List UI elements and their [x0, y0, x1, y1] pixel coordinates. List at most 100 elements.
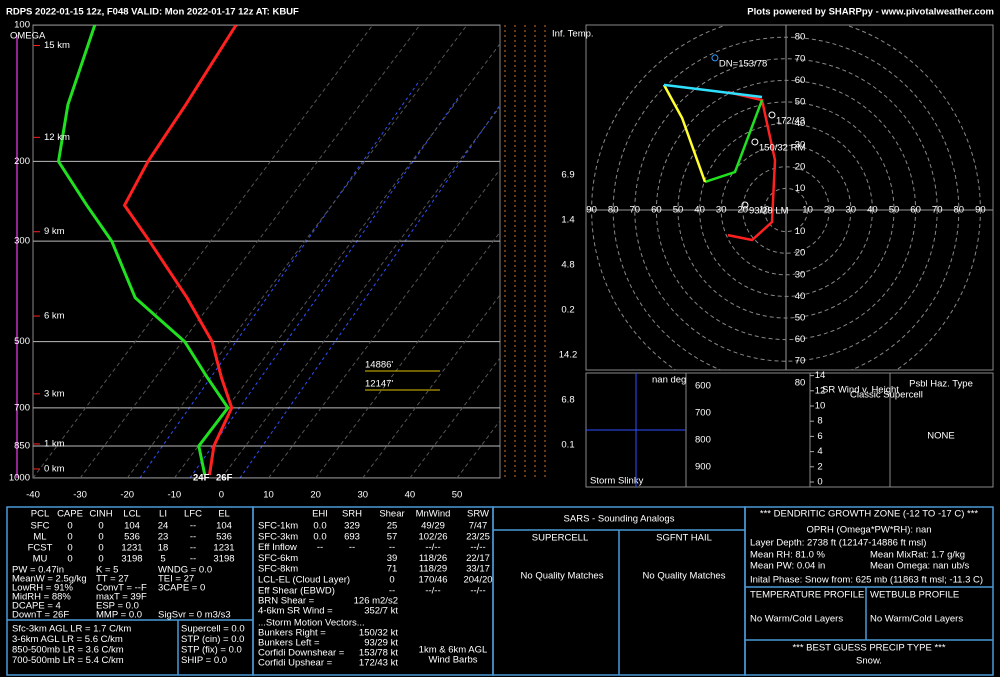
x-tick-label: 40 [405, 490, 416, 501]
index: WNDG = 0.0 [158, 565, 212, 576]
composite: STP (cin) = 0.0 [181, 634, 244, 645]
dgz-label: 14886' [365, 359, 393, 370]
hodo-ring-label: 30 [795, 140, 806, 151]
inf-value: 14.2 [559, 350, 578, 361]
motion-value: 153/78 kt [359, 648, 398, 659]
hodo-ring-label: 80 [608, 205, 619, 216]
inf-value: 4.8 [561, 260, 574, 271]
kin-cell: --/-- [470, 542, 485, 553]
kin-header: MnWind [416, 509, 451, 520]
inferred-lines [504, 25, 546, 478]
thermo-cell: 0 [67, 521, 72, 532]
isotherm [315, 231, 500, 478]
height-label: 9 km [44, 226, 65, 237]
hodo-ring [720, 144, 852, 276]
kin-header: EHI [312, 509, 328, 520]
srwind-tick-label: 14 [815, 370, 826, 381]
slinky-direction: nan deg [652, 375, 686, 386]
barbs-label: Wind Barbs [428, 655, 477, 666]
kin-cell: 71 [387, 564, 398, 575]
thermo-cell: 1231 [213, 543, 234, 554]
isotherm [79, 25, 421, 478]
thermo-cell: 3198 [121, 554, 142, 565]
index: DownT = 26F [12, 610, 69, 621]
x-tick-label: -10 [167, 490, 181, 501]
kin-cell: 0.0 [313, 521, 326, 532]
index: LowRH = 91% [12, 583, 74, 594]
thermo-cell: -- [190, 543, 196, 554]
index: MMP = 0.0 [96, 610, 142, 621]
kin-cell: --/-- [470, 585, 485, 596]
srwind-tick-label: 8 [817, 416, 822, 427]
thermo-cell: 0 [98, 554, 103, 565]
hodo-ring-label: 70 [795, 53, 806, 64]
srwind-tick-label: 12 [815, 385, 826, 396]
w-rh: Mean RH: 81.0 % [750, 550, 826, 561]
w-depth: Layer Depth: 2738 ft (12147-14886 ft msl… [750, 538, 926, 549]
sars-hail-result: No Quality Matches [643, 571, 726, 582]
hodo-ring [763, 187, 809, 233]
surface-temperature: 26F [216, 473, 233, 484]
x-tick-label: -20 [120, 490, 134, 501]
hodo-ring-label: 10 [759, 205, 770, 216]
srwind-tick-label: 6 [817, 431, 822, 442]
thermo-cell: -- [190, 554, 196, 565]
kin-cell: -- [317, 542, 323, 553]
sigsvr: SigSvr = 0 m3/s3 [158, 610, 231, 621]
x-tick-label: 20 [310, 490, 321, 501]
w-wetbulb_result: No Warm/Cold Layers [870, 614, 963, 625]
kin-cell: 0.0 [313, 531, 326, 542]
index: ConvT = --F [96, 583, 147, 594]
thermo-cell: 536 [216, 532, 232, 543]
slinky-title: Storm Slinky [590, 476, 644, 487]
kin-extra-value: 352/7 kt [364, 606, 398, 617]
y-tick-label: 700 [14, 402, 30, 413]
thermo-cell: 0 [98, 521, 103, 532]
inf-value: 0.2 [561, 305, 574, 316]
index: ESP = 0.0 [96, 601, 139, 612]
x-tick-label: -40 [26, 490, 40, 501]
skewt-plot [33, 25, 500, 478]
srwind-tick-label: 2 [817, 461, 822, 472]
hodo-ring-label: 80 [795, 32, 806, 43]
thermo-cell: 0 [98, 543, 103, 554]
y-tick-label: 850 [14, 441, 30, 452]
hodo-frame [585, 24, 994, 371]
thermo-cell: 0 [98, 532, 103, 543]
index: 3CAPE = 0 [158, 583, 205, 594]
isotherm [409, 357, 500, 478]
sars-title: SARS - Sounding Analogs [564, 514, 675, 525]
motion-value: 150/32 kt [359, 628, 398, 639]
hodo-ring-label: 50 [795, 313, 806, 324]
hazard-title: Psbl Haz. Type [909, 379, 973, 390]
hodo-ring-label: 60 [651, 205, 662, 216]
kin-cell: --/-- [425, 542, 440, 553]
kin-cell: 102/26 [418, 531, 447, 542]
y-tick-label: 1000 [9, 473, 30, 484]
kin-cell: -- [389, 585, 395, 596]
srwind-tick-label: 4 [817, 446, 822, 457]
kin-header: SRW [467, 509, 489, 520]
x-tick-label: 30 [357, 490, 368, 501]
mixing-lines [139, 79, 500, 478]
height-label: 15 km [44, 40, 70, 51]
kin-cell: 118/26 [419, 553, 447, 564]
sars-supercell-result: No Quality Matches [521, 571, 604, 582]
thermo-header: LI [159, 509, 167, 520]
header-left: RDPS 2022-01-15 12z, F048 VALID: Mon 202… [6, 7, 299, 18]
motion-label: Bunkers Left = [258, 638, 320, 649]
inf-value: 6.9 [561, 170, 574, 181]
thermo-cell: -- [190, 532, 196, 543]
thermo-cell: 104 [216, 521, 232, 532]
kin-cell: --/-- [425, 585, 440, 596]
w-omega: Mean Omega: nan ub/s [870, 561, 970, 572]
hodo-ring-label: 40 [795, 291, 806, 302]
w-wetbulb_profile: WETBULB PROFILE [870, 590, 959, 601]
hodo-trace [662, 84, 707, 183]
kin-cell: 49/29 [421, 521, 445, 532]
y-tick-label: 100 [14, 20, 30, 31]
kin-cell: 23/25 [466, 531, 490, 542]
slinky-pressure: 600 [695, 381, 711, 392]
